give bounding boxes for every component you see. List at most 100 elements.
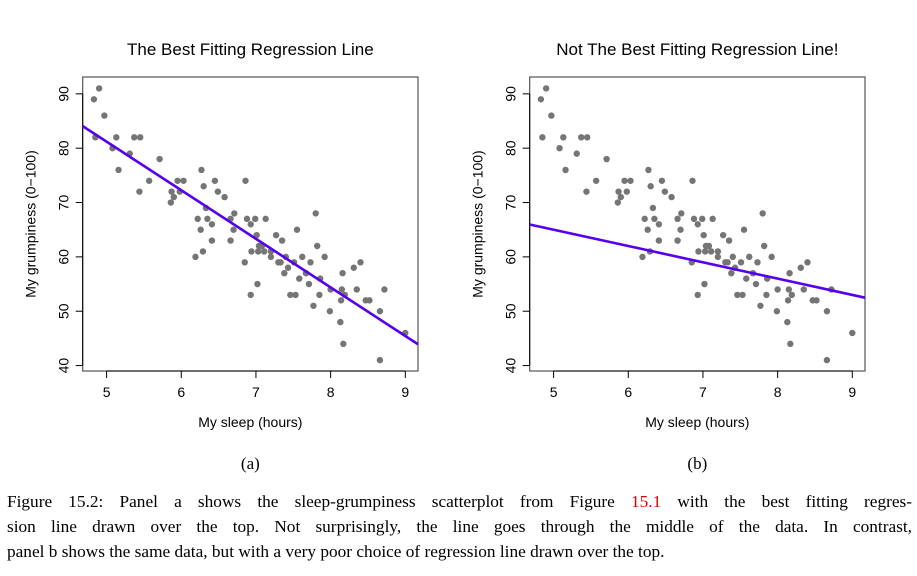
data-point bbox=[260, 248, 268, 255]
data-point bbox=[199, 248, 207, 255]
data-point bbox=[281, 269, 288, 277]
data-point bbox=[760, 242, 768, 250]
data-point bbox=[768, 253, 775, 261]
data-point bbox=[823, 308, 831, 315]
data-point bbox=[254, 248, 262, 255]
y-tick-label: 80 bbox=[503, 140, 519, 156]
data-point bbox=[131, 134, 138, 141]
data-point bbox=[719, 231, 727, 239]
regression-line bbox=[529, 223, 866, 299]
data-point bbox=[339, 269, 346, 277]
data-point bbox=[695, 248, 702, 255]
data-point bbox=[763, 291, 770, 299]
data-point bbox=[267, 253, 275, 261]
caption-text: with the best fitting regres- bbox=[661, 492, 912, 511]
data-point bbox=[262, 215, 269, 223]
data-point bbox=[95, 85, 103, 92]
data-point bbox=[174, 177, 181, 184]
y-tick-label: 90 bbox=[56, 86, 72, 102]
y-tick-label: 80 bbox=[56, 140, 72, 156]
data-point bbox=[313, 242, 321, 250]
data-point bbox=[797, 264, 804, 271]
data-point bbox=[560, 134, 567, 141]
figure-caption: Figure 15.2: Panel a shows the sleep-gru… bbox=[7, 489, 912, 564]
figure-reference-link[interactable]: 15.1 bbox=[630, 492, 662, 511]
data-point bbox=[376, 308, 384, 315]
data-point bbox=[231, 210, 238, 217]
data-point bbox=[113, 134, 120, 141]
data-point bbox=[168, 188, 175, 195]
data-point bbox=[194, 215, 201, 223]
data-point bbox=[639, 253, 646, 261]
data-point bbox=[674, 215, 681, 223]
data-point bbox=[197, 226, 204, 233]
data-point bbox=[645, 166, 652, 174]
data-point bbox=[211, 177, 219, 184]
data-point bbox=[252, 215, 259, 223]
data-point bbox=[690, 215, 698, 223]
data-point bbox=[734, 291, 741, 299]
data-point bbox=[647, 183, 654, 190]
data-point bbox=[381, 286, 388, 293]
data-point bbox=[709, 215, 716, 223]
data-point bbox=[592, 177, 600, 184]
data-point bbox=[644, 226, 651, 233]
data-point bbox=[208, 221, 216, 228]
data-point bbox=[804, 259, 811, 266]
data-point bbox=[312, 210, 319, 217]
x-tick-label: 7 bbox=[252, 384, 260, 400]
chart-title: Not The Best Fitting Regression Line! bbox=[556, 40, 838, 59]
data-point bbox=[689, 177, 696, 184]
data-point bbox=[627, 177, 634, 184]
data-point bbox=[115, 166, 122, 174]
x-tick-label: 9 bbox=[401, 384, 409, 400]
data-point bbox=[305, 280, 313, 288]
data-point bbox=[699, 215, 706, 223]
data-point bbox=[757, 302, 764, 309]
data-point bbox=[198, 166, 205, 174]
y-tick-label: 40 bbox=[503, 358, 519, 374]
data-point bbox=[784, 297, 792, 304]
data-point bbox=[338, 286, 346, 293]
data-point bbox=[337, 318, 344, 326]
data-point bbox=[307, 259, 314, 266]
data-point bbox=[272, 231, 280, 239]
data-point bbox=[296, 275, 303, 282]
data-point bbox=[242, 177, 249, 184]
data-point bbox=[254, 280, 261, 288]
data-point bbox=[208, 237, 216, 244]
data-point bbox=[243, 215, 251, 223]
data-point bbox=[584, 134, 591, 141]
data-point bbox=[562, 166, 569, 174]
data-point bbox=[739, 291, 746, 299]
data-point bbox=[658, 177, 666, 184]
data-point bbox=[737, 259, 745, 266]
data-point bbox=[137, 134, 144, 141]
y-axis-label: My grumpiness (0−100) bbox=[470, 150, 486, 297]
x-tick-label: 5 bbox=[103, 384, 111, 400]
data-point bbox=[603, 155, 610, 163]
data-point bbox=[230, 226, 237, 233]
data-point bbox=[292, 291, 299, 299]
data-point bbox=[759, 210, 766, 217]
data-point bbox=[694, 221, 701, 228]
data-point bbox=[623, 188, 630, 195]
panel-label: (b) bbox=[687, 454, 707, 473]
y-axis-label: My grumpiness (0−100) bbox=[23, 150, 39, 297]
figure-plots: The Best Fitting Regression Line 5 6 7 8 9 40 5… bbox=[23, 40, 866, 473]
data-point bbox=[700, 231, 707, 239]
data-point bbox=[284, 264, 292, 271]
data-point bbox=[728, 269, 735, 277]
regression-line bbox=[81, 125, 419, 346]
data-point bbox=[701, 280, 708, 288]
caption-line-2: sion line drawn over the top. Not surpri… bbox=[7, 517, 912, 536]
data-point bbox=[293, 226, 301, 233]
data-point bbox=[101, 112, 108, 119]
x-tick-label: 9 bbox=[848, 384, 856, 400]
data-point bbox=[674, 237, 681, 244]
data-point bbox=[714, 248, 722, 255]
data-point bbox=[227, 237, 234, 244]
data-point bbox=[241, 259, 248, 266]
caption-line-3: panel b shows the same data, but with a … bbox=[7, 542, 665, 561]
data-point bbox=[376, 356, 384, 364]
